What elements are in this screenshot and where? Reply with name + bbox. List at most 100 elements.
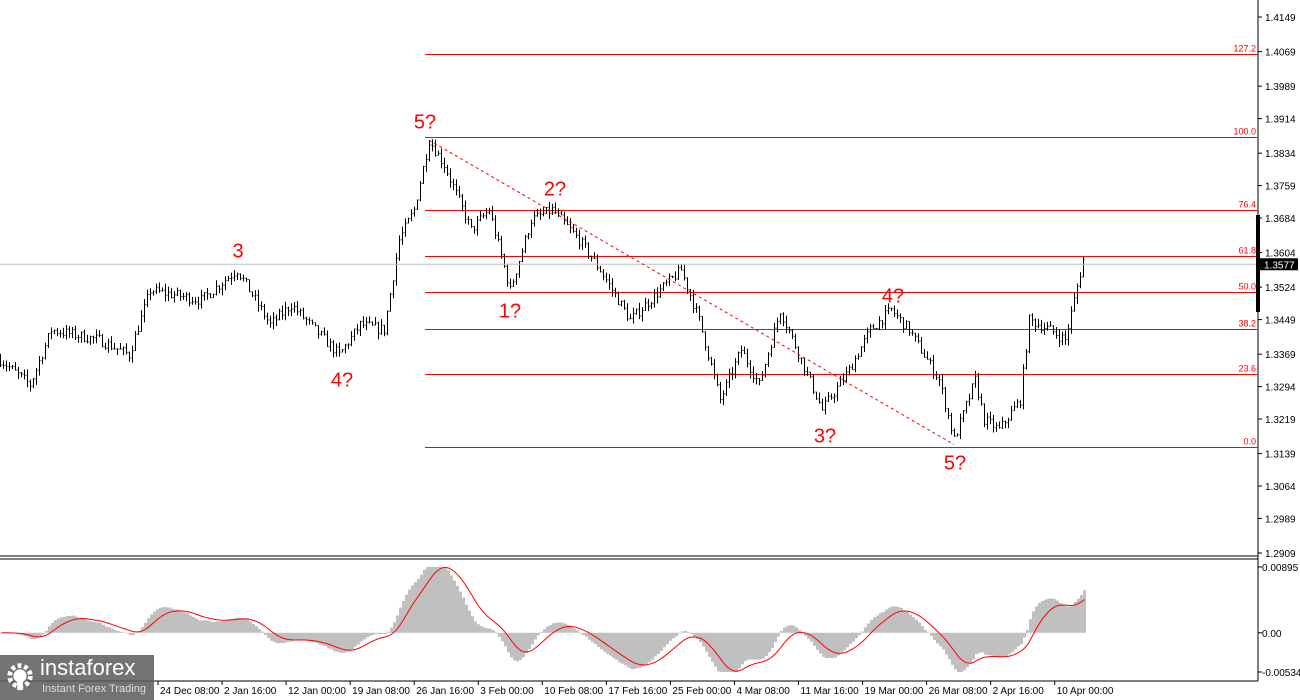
macd-histogram-bar [408,589,411,633]
wave-label-3: 3 [232,240,244,263]
macd-histogram-bar [159,607,162,633]
macd-histogram-bar [195,618,198,633]
macd-histogram-bar [825,632,828,659]
price-tick-label: 1.3989 [1265,82,1296,93]
macd-histogram-bar [879,613,882,633]
macd-histogram-bar [1059,602,1062,633]
macd-histogram-bar [1011,632,1014,653]
macd-histogram-bar [444,567,447,633]
macd-histogram-bar [48,626,51,633]
macd-histogram-bar [57,618,60,633]
macd-histogram-bar [366,632,369,638]
macd-histogram-bar [888,607,891,633]
price-tick-label: 1.3449 [1265,316,1296,327]
price-tick-label: 1.3604 [1265,249,1296,260]
fib-level-label: 61.8 [1238,246,1256,256]
price-tick-label: 1.3369 [1265,350,1296,361]
macd-histogram-bar [120,631,123,633]
time-tick-label: 19 Mar 00:00 [865,686,924,697]
macd-histogram-bar [1020,632,1023,645]
macd-histogram-bar [219,621,222,633]
macd-histogram-bar [768,632,771,653]
macd-signal-line [1,566,1085,672]
macd-histogram-bar [735,632,738,672]
macd-histogram-bar [1077,598,1080,633]
macd-histogram-bar [927,632,930,634]
macd-histogram-bar [504,632,507,647]
macd-histogram-bar [297,632,300,640]
macd-histogram-bar [411,585,414,633]
macd-histogram-bar [666,632,669,645]
macd-histogram-bar [468,610,471,633]
macd-histogram-bar [855,632,858,639]
macd-histogram-bar [873,617,876,633]
macd-histogram-bar [759,632,762,660]
gear-logo-icon [7,663,33,691]
macd-histogram-bar [258,629,261,633]
macd-histogram-bar [51,622,54,633]
macd-histogram-bar [45,630,48,633]
macd-histogram-bar [1068,606,1071,633]
macd-histogram-bar [810,632,813,642]
macd-histogram-bar [1014,632,1017,650]
macd-histogram-bar [42,632,45,635]
macd-histogram-bar [594,632,597,645]
macd-histogram-bar [489,628,492,633]
macd-histogram-bar [399,607,402,633]
macd-histogram-bar [246,619,249,633]
macd-histogram-bar [1017,632,1020,647]
macd-histogram-bar [420,574,423,633]
macd-histogram-bar [936,632,939,644]
range-marker [1256,215,1260,312]
macd-histogram-bar [618,632,621,663]
current-price-label: 1.3577 [1264,260,1295,271]
macd-histogram-bar [1041,601,1044,633]
macd-histogram-bar [429,567,432,633]
macd-histogram-bar [678,632,681,634]
macd-histogram-bar [285,632,288,643]
current-price-tag [1260,258,1298,271]
time-tick-label: 11 Mar 16:00 [801,686,860,697]
macd-histogram-bar [585,632,588,637]
macd-histogram-bar [513,632,516,661]
macd-histogram-bar [486,628,489,633]
time-tick-label: 17 Feb 16:00 [608,686,667,697]
macd-histogram-bar [576,630,579,633]
macd-histogram-bar [777,632,780,637]
macd-histogram-bar [477,624,480,633]
macd-histogram-bar [306,632,309,641]
macd-histogram-bar [966,632,969,668]
macd-histogram-bar [597,632,600,647]
macd-histogram-bar [900,608,903,633]
macd-histogram-bar [141,627,144,633]
macd-histogram-bar [204,620,207,633]
time-tick-label: 12 Jan 00:00 [288,686,346,697]
macd-histogram-bar [648,632,651,662]
macd-histogram-bar [813,632,816,646]
macd-histogram-bar [294,632,297,641]
time-tick-label: 4 Mar 08:00 [736,686,790,697]
macd-histogram-bar [111,628,114,633]
macd-histogram-bar [711,632,714,662]
macd-histogram-bar [786,626,789,633]
macd-histogram-bar [744,632,747,662]
macd-histogram-bar [582,632,585,635]
macd-histogram-bar [933,632,936,641]
macd-histogram-bar [144,622,147,633]
macd-histogram-bar [990,632,993,656]
macd-histogram-bar [789,625,792,633]
macd-histogram-bar [765,632,768,656]
macd-histogram-bar [1080,594,1083,633]
macd-histogram-bar [102,624,105,633]
indicator-tick-label: 0.00 [1262,629,1282,640]
wave-label-2: 2? [543,178,567,201]
wave-label-4b: 4? [881,285,905,308]
macd-histogram-bar [501,632,504,642]
macd-histogram-bar [276,632,279,644]
macd-histogram-bar [84,619,87,633]
trend-line [428,139,955,445]
price-tick-label: 1.3294 [1265,383,1296,394]
macd-histogram-bar [999,632,1002,658]
time-tick-label: 24 Dec 08:00 [160,686,220,697]
